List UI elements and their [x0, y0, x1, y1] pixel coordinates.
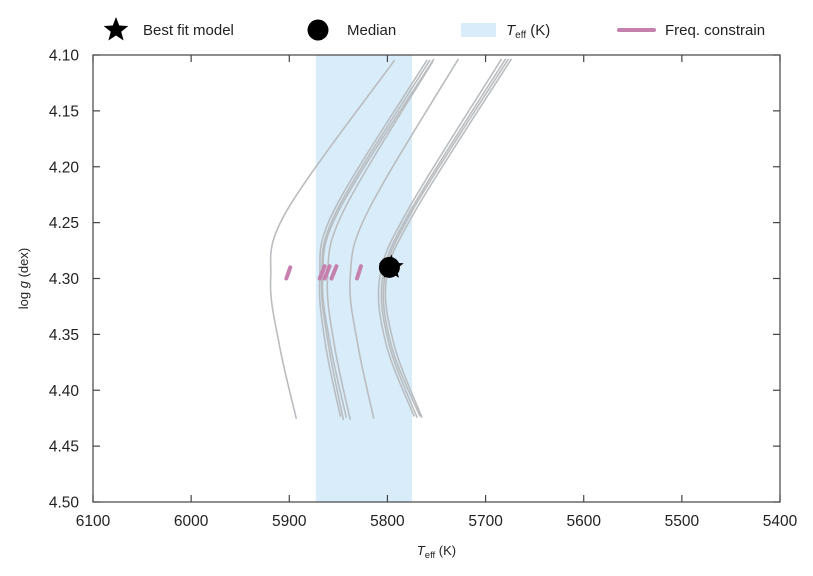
- y-axis-title: log g (dex): [16, 248, 31, 309]
- x-tick-label: 5600: [566, 513, 601, 530]
- legend-star-icon: [103, 17, 129, 41]
- freq-segment-3: [329, 264, 339, 281]
- legend-label-teff-main: T: [506, 22, 517, 39]
- y-axis-title-italic: g: [16, 280, 31, 288]
- marker-layer: [378, 254, 404, 278]
- x-axis-title-sub: eff: [425, 550, 436, 561]
- y-tick-label: 4.50: [49, 495, 80, 512]
- x-tick-label: 5700: [468, 513, 503, 530]
- legend: Best fit model Median Teff (K) Freq. constr…: [103, 17, 765, 41]
- legend-label-teff-post: (K): [526, 22, 550, 39]
- legend-label-median: Median: [347, 22, 396, 39]
- track-line-2: [318, 59, 428, 417]
- y-tick-label: 4.40: [49, 383, 80, 400]
- x-tick-label: 5400: [763, 513, 798, 530]
- y-axis-title-pre: log: [16, 288, 31, 309]
- freq-segment-4: [317, 264, 327, 281]
- track-line-1: [269, 59, 396, 419]
- y-tick-label: 4.15: [49, 103, 79, 120]
- x-tick-label: 6000: [174, 513, 209, 530]
- y-axis-title-post: (dex): [16, 248, 31, 281]
- freq-segment-2: [322, 264, 332, 281]
- legend-band-swatch: [461, 23, 496, 37]
- y-tick-label: 4.20: [49, 159, 80, 176]
- best-fit-star: [378, 254, 404, 278]
- axes-layer: 6100 6000 5900 5800 5700 5600 5500 5400 4.10 4.15…: [16, 48, 798, 562]
- freq-segment-5: [355, 264, 363, 281]
- x-axis-title: Teff (K): [417, 543, 456, 561]
- x-axis-title-unit: (K): [435, 543, 456, 558]
- y-tick-label: 4.10: [49, 48, 80, 65]
- y-tick-label: 4.45: [49, 439, 79, 456]
- legend-label-freq: Freq. constrain: [665, 22, 765, 39]
- plot-frame: [92, 54, 781, 503]
- legend-label-teff: Teff (K): [506, 22, 550, 41]
- freq-constraint-layer: [284, 264, 363, 281]
- x-axis-title-main: T: [417, 543, 426, 558]
- x-tick-label: 6100: [76, 513, 111, 530]
- x-tick-label: 5800: [370, 513, 405, 530]
- track-line-6: [349, 58, 459, 419]
- y-tick-label: 4.35: [49, 327, 79, 344]
- legend-label-teff-sub: eff: [515, 30, 526, 41]
- x-tick-label: 5900: [272, 513, 307, 530]
- legend-label-best-fit: Best fit model: [143, 22, 234, 39]
- y-tick-label: 4.25: [49, 215, 79, 232]
- freq-segment-1: [284, 265, 293, 281]
- y-tick-label: 4.30: [49, 271, 80, 288]
- legend-circle-icon: [307, 19, 329, 41]
- x-tick-label: 5500: [665, 513, 700, 530]
